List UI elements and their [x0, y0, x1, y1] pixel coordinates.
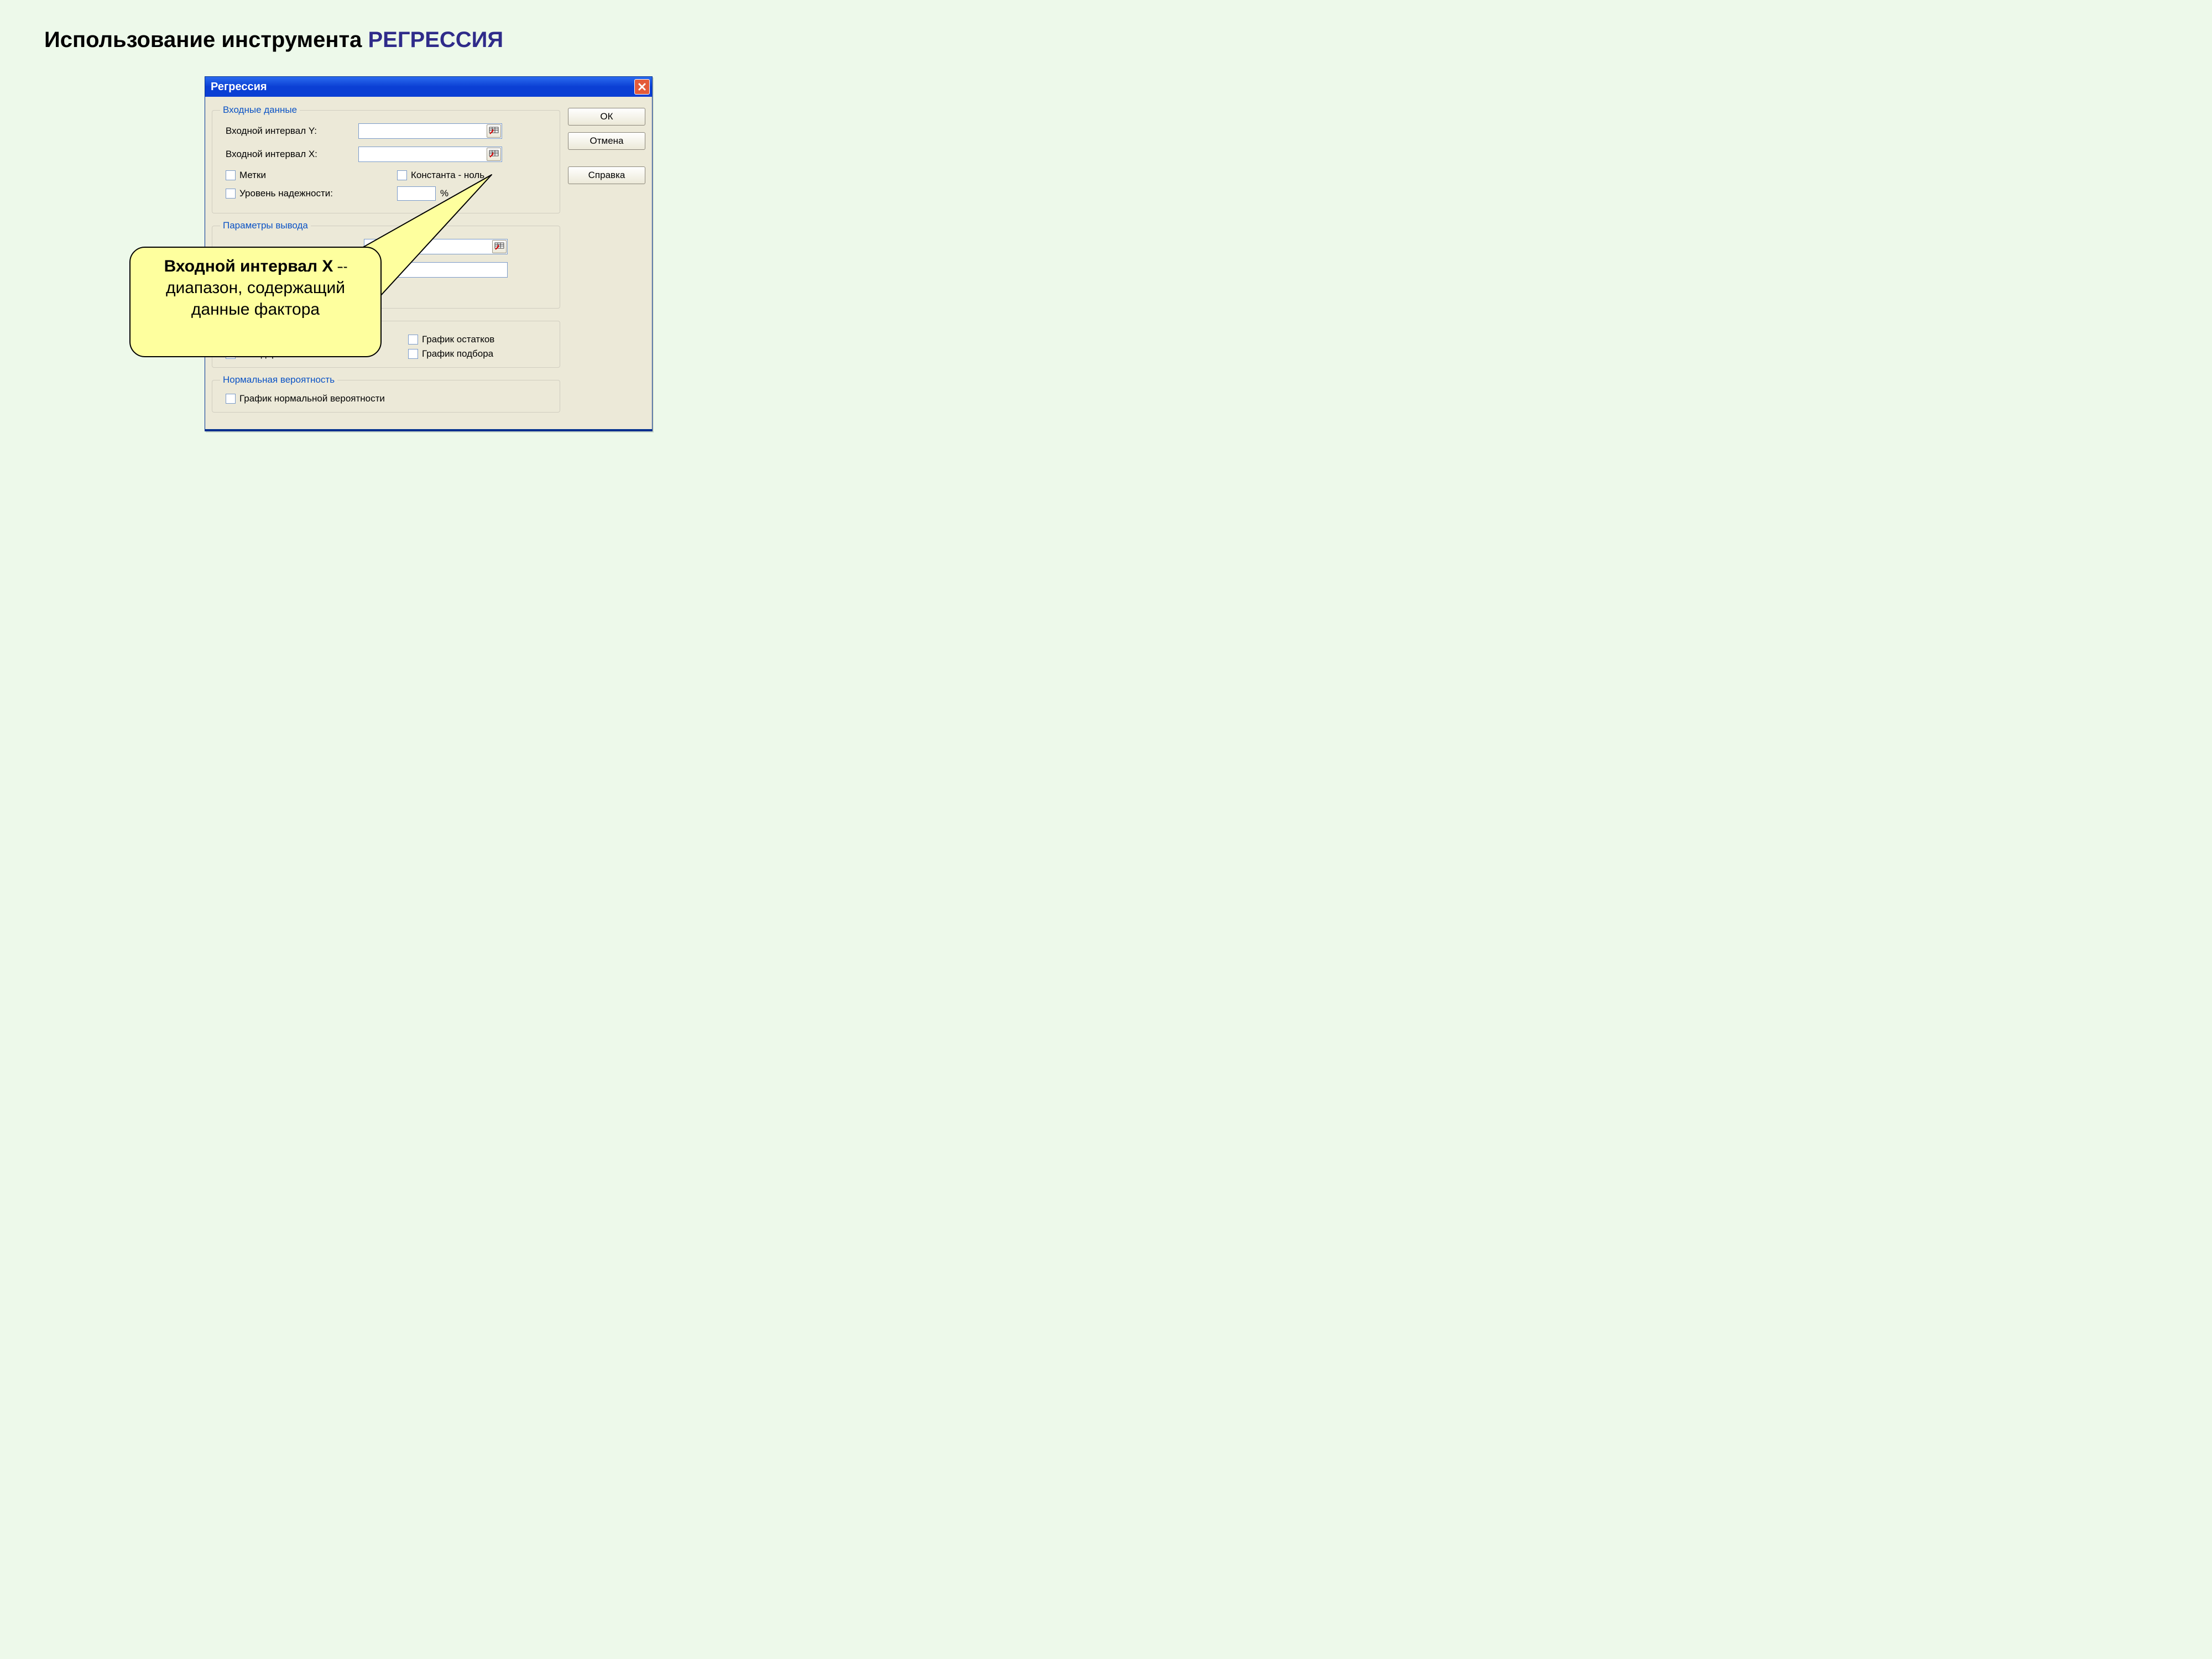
check-labels[interactable]: Метки [226, 170, 392, 181]
output-range[interactable] [364, 239, 508, 254]
help-button[interactable]: Справка [568, 166, 645, 184]
pct-sign: % [440, 188, 448, 199]
close-button[interactable] [634, 79, 650, 95]
dialog-title: Регрессия [211, 81, 267, 93]
check-normal-plot[interactable]: График нормальной вероятности [226, 393, 392, 404]
dialog-titlebar[interactable]: Регрессия [205, 77, 652, 97]
check-const-zero[interactable]: Константа - ноль [397, 170, 552, 181]
slide-title: Использование инструмента РЕГРЕССИЯ [44, 28, 503, 53]
check-confidence-text: Уровень надежности: [239, 188, 333, 199]
label-input-y: Входной интервал Y: [220, 126, 358, 137]
checkbox-icon [226, 170, 236, 180]
check-residuals-text: Остатки [239, 334, 274, 345]
check-fit-plot[interactable]: График подбора [408, 348, 552, 359]
range-picker-x[interactable] [487, 148, 501, 161]
range-picker-y[interactable] [487, 124, 501, 138]
dialog-body: Входные данные Входной интервал Y: [205, 97, 652, 429]
check-labels-text: Метки [239, 170, 266, 181]
checkbox-icon [408, 335, 418, 345]
label-input-x: Входной интервал X: [220, 149, 358, 160]
check-std-residuals[interactable]: Стандартизованные остатки [226, 348, 403, 359]
check-residual-plot[interactable]: График остатков [408, 334, 552, 345]
check-residuals[interactable]: Остатки [226, 334, 403, 345]
legend-input: Входные данные [220, 105, 300, 116]
legend-normal: Нормальная вероятность [220, 374, 337, 385]
new-sheet-text[interactable] [364, 263, 507, 277]
input-x-range[interactable] [358, 147, 502, 162]
check-residual-plot-text: График остатков [422, 334, 494, 345]
range-picker-icon [489, 150, 499, 159]
fieldset-output: Параметры вывода [212, 220, 560, 309]
legend-residuals: Остатки [220, 315, 260, 326]
regression-dialog: Регрессия Входные данные Входной интерва… [205, 76, 653, 431]
close-icon [638, 82, 646, 91]
fieldset-residuals: Остатки Остатки График остатков [212, 315, 560, 368]
new-sheet-input[interactable] [364, 262, 508, 278]
check-confidence[interactable]: Уровень надежности: [226, 186, 392, 201]
range-picker-icon [494, 242, 504, 251]
legend-output: Параметры вывода [220, 220, 311, 231]
check-normal-plot-text: График нормальной вероятности [239, 393, 385, 404]
slide-title-prefix: Использование инструмента [44, 28, 368, 52]
ok-button[interactable]: ОК [568, 108, 645, 126]
slide-title-accent: РЕГРЕССИЯ [368, 28, 504, 52]
output-range-text[interactable] [364, 239, 492, 254]
input-y-text[interactable] [359, 124, 487, 138]
fieldset-normal: Нормальная вероятность График нормальной… [212, 374, 560, 413]
checkbox-icon [226, 189, 236, 199]
input-x-text[interactable] [359, 147, 487, 161]
fieldset-input: Входные данные Входной интервал Y: [212, 105, 560, 213]
check-fit-plot-text: График подбора [422, 348, 493, 359]
checkbox-icon [397, 170, 407, 180]
cancel-button[interactable]: Отмена [568, 132, 645, 150]
checkbox-icon [226, 349, 236, 359]
check-std-residuals-text: Стандартизованные остатки [239, 348, 363, 359]
checkbox-icon [226, 335, 236, 345]
confidence-pct-wrap: % [397, 186, 448, 201]
check-const-zero-text: Константа - ноль [411, 170, 484, 181]
confidence-input[interactable] [397, 186, 436, 201]
range-picker-output[interactable] [492, 240, 507, 253]
input-y-range[interactable] [358, 123, 502, 139]
checkbox-icon [226, 394, 236, 404]
dialog-buttons: ОК Отмена Справка [568, 105, 645, 184]
range-picker-icon [489, 127, 499, 135]
checkbox-icon [408, 349, 418, 359]
